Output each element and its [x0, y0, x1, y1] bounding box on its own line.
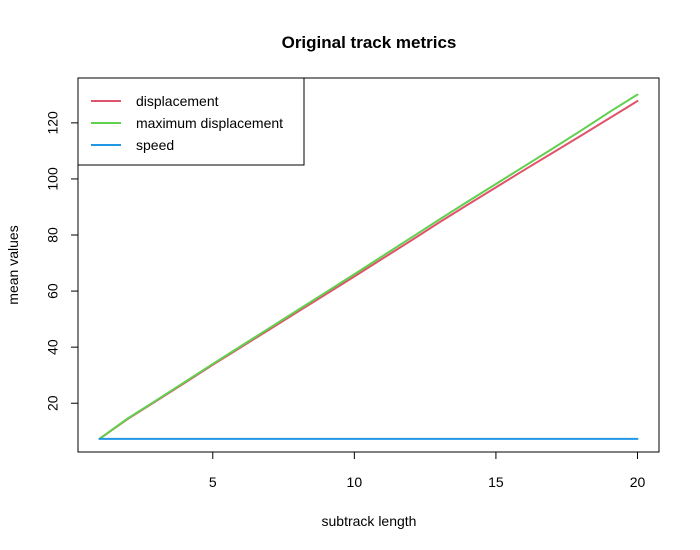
y-tick-label-100: 100: [45, 167, 61, 191]
y-tick-label-120: 120: [45, 111, 61, 135]
series-line-maximum-displacement: [98, 93, 639, 440]
y-tick-label-40: 40: [45, 339, 61, 355]
x-tick-label-10: 10: [347, 474, 363, 490]
y-tick-label-80: 80: [45, 227, 61, 243]
y-axis: 20 40 60 80 100 120: [45, 111, 79, 411]
x-axis: 5 10 15 20: [209, 451, 646, 490]
legend-label-maximum-displacement: maximum displacement: [136, 115, 283, 131]
series-layer: [98, 93, 639, 440]
x-tick-label-5: 5: [209, 474, 217, 490]
x-tick-label-15: 15: [488, 474, 504, 490]
y-tick-label-20: 20: [45, 395, 61, 411]
x-axis-label: subtrack length: [322, 513, 417, 529]
legend-box: [77, 77, 305, 166]
chart-title: Original track metrics: [282, 33, 457, 52]
legend-label-displacement: displacement: [136, 93, 219, 109]
y-tick-label-60: 60: [45, 283, 61, 299]
legend: displacement maximum displacement speed: [77, 77, 305, 166]
legend-label-speed: speed: [136, 137, 174, 153]
y-axis-label: mean values: [5, 225, 21, 304]
x-tick-label-20: 20: [630, 474, 646, 490]
